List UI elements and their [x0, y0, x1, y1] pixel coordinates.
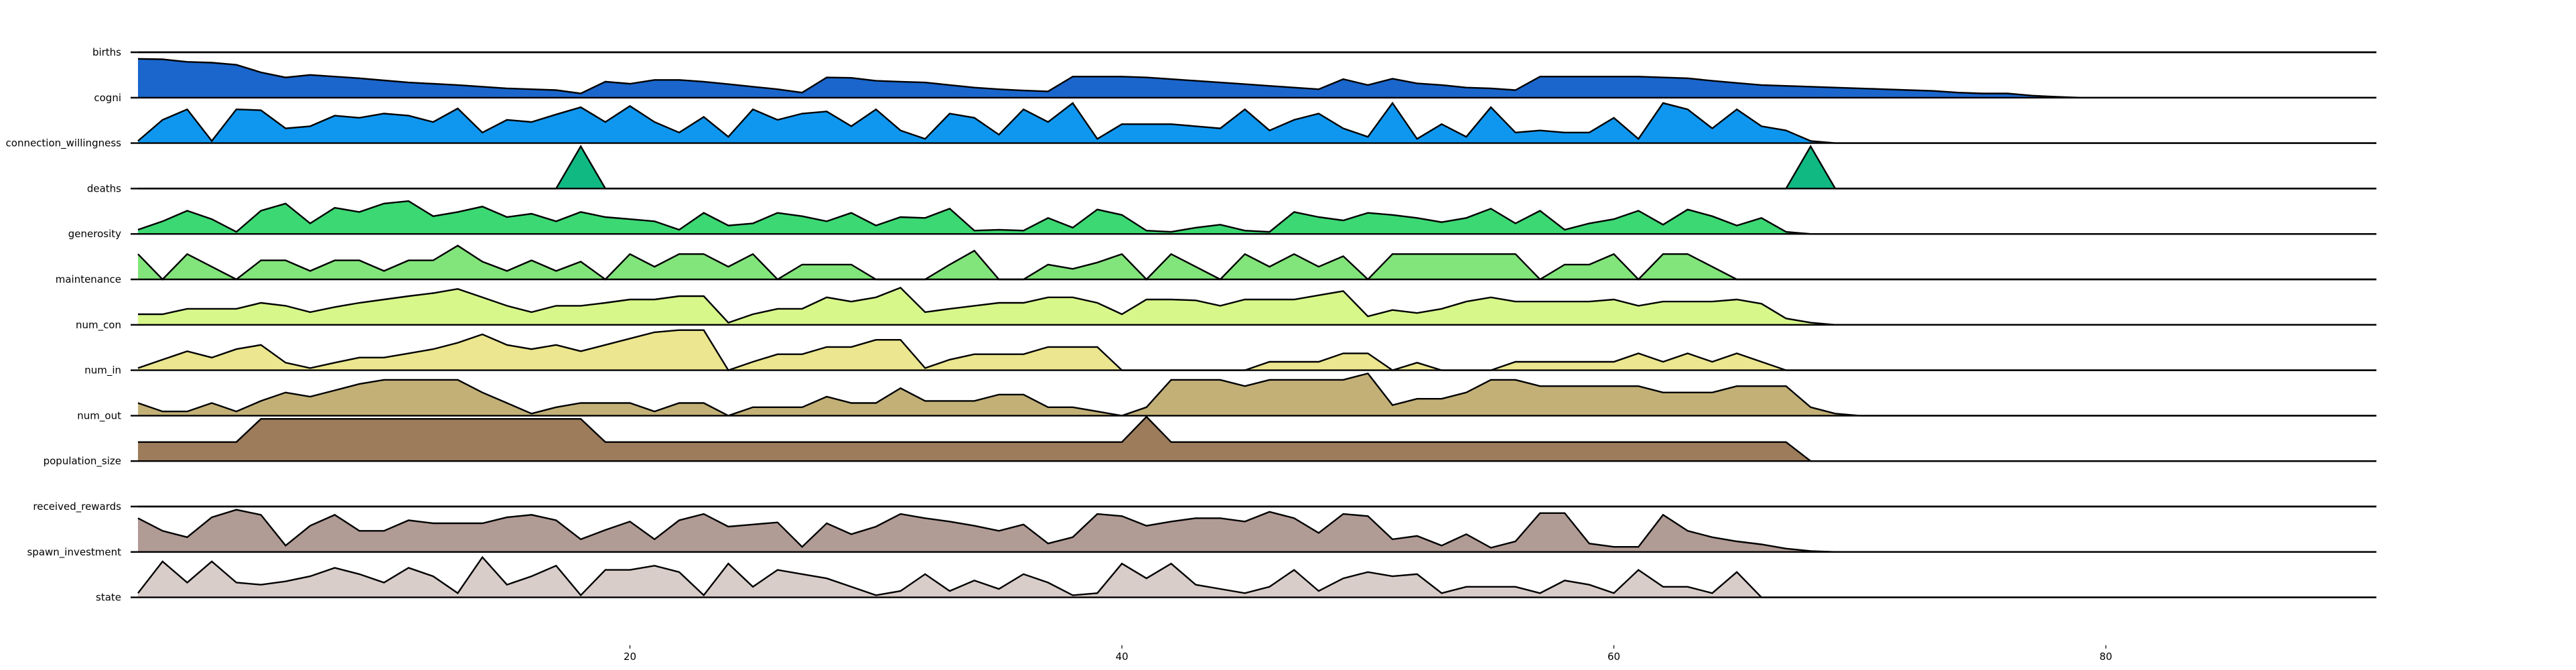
ridge-line-deaths [138, 145, 2376, 190]
row-label-state: state [96, 592, 121, 604]
ridge-num-out [131, 373, 2376, 417]
ridges [131, 51, 2376, 598]
ridge-area-num-con [138, 287, 2352, 325]
x-tick-label-40: 40 [1115, 651, 1128, 663]
ridge-maintenance [131, 245, 2376, 281]
ridge-num-con [131, 286, 2376, 326]
row-label-cogni: cogni [94, 92, 121, 104]
row-label-num-in: num_in [84, 364, 121, 377]
row-label-spawn-investment: spawn_investment [27, 546, 121, 559]
row-label-num-out: num_out [77, 409, 121, 422]
row-label-received-rewards: received_rewards [33, 500, 121, 513]
row-label-births: births [92, 46, 121, 58]
x-tick-label-60: 60 [1607, 651, 1620, 663]
row-label-deaths: deaths [87, 182, 121, 194]
ridge-area-population-size [138, 417, 2352, 462]
ridge-population-size [131, 415, 2376, 462]
x-tick-label-20: 20 [624, 651, 636, 663]
ridge-state [131, 555, 2376, 598]
ridge-area-deaths [138, 146, 2352, 189]
ridge-area-num-out [138, 373, 2352, 416]
row-label-connection-willingness: connection_willingness [6, 137, 122, 150]
ridge-num-in [131, 329, 2376, 372]
ridge-area-cogni [138, 58, 2352, 98]
ridge-area-spawn-investment [138, 509, 2352, 552]
ridge-spawn-investment [131, 509, 2376, 553]
ridge-cogni [131, 58, 2376, 99]
x-tick-label-80: 80 [2099, 651, 2112, 663]
row-label-generosity: generosity [68, 228, 121, 240]
ridge-line-cogni [137, 58, 2376, 98]
row-label-population-size: population_size [44, 455, 121, 468]
ridge-deaths [131, 145, 2376, 190]
ridge-connection-willingness [131, 101, 2376, 144]
row-label-num-con: num_con [76, 319, 121, 332]
ridge-area-connection-willingness [138, 103, 2352, 143]
x-axis: 20 40 60 80 [624, 645, 2113, 663]
row-label-maintenance: maintenance [56, 273, 121, 285]
ridge-area-generosity [138, 201, 2352, 234]
ridge-generosity [131, 200, 2376, 235]
ridge-area-maintenance [138, 245, 2352, 279]
ridge-area-state [138, 557, 2352, 598]
ridge-area-num-in [138, 330, 2352, 371]
